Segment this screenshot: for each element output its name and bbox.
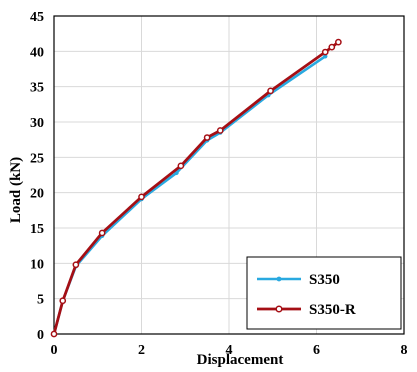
y-tick-label: 0 <box>37 328 44 343</box>
legend-marker <box>275 305 283 313</box>
data-point <box>59 297 67 305</box>
data-point <box>328 43 336 51</box>
data-point <box>98 229 106 237</box>
data-point <box>177 162 185 170</box>
y-axis-title: Load (kN) <box>8 157 24 223</box>
plot-area-border <box>53 15 405 335</box>
data-point <box>72 261 80 269</box>
series-group <box>50 38 342 338</box>
legend-label: S350 <box>309 272 340 288</box>
y-tick-label: 35 <box>30 81 44 96</box>
y-tick-label: 30 <box>30 116 44 131</box>
y-tick-label: 40 <box>30 45 44 60</box>
x-tick-label: 2 <box>138 343 145 358</box>
x-tick-label: 0 <box>51 343 58 358</box>
data-point <box>321 48 329 56</box>
data-point <box>203 134 211 141</box>
y-tick-label: 45 <box>30 10 44 25</box>
legend-item-2: S350-R <box>257 302 356 318</box>
data-point <box>335 38 342 46</box>
x-tick-label: 8 <box>401 343 408 358</box>
data-point <box>138 193 145 201</box>
x-axis-title: Displacement <box>197 352 284 368</box>
y-tick-label: 15 <box>30 222 44 237</box>
y-tick-label: 10 <box>30 257 44 272</box>
y-tick-label: 5 <box>37 293 44 308</box>
data-point <box>267 87 274 95</box>
y-tick-label: 20 <box>30 187 44 202</box>
series-2 <box>50 38 342 338</box>
x-axis-ticks: 0 2 4 6 8 <box>51 343 408 358</box>
legend-marker <box>276 276 282 282</box>
y-axis-ticks: 0 5 10 15 20 25 30 35 40 45 <box>30 10 44 343</box>
x-tick-label: 4 <box>226 343 233 358</box>
data-point <box>216 127 224 134</box>
data-point <box>50 330 58 338</box>
legend-label: S350-R <box>309 302 356 318</box>
x-tick-label: 6 <box>313 343 320 358</box>
y-tick-label: 25 <box>30 151 44 166</box>
legend-item-1: S350 <box>257 272 340 288</box>
legend: S350 S350-R <box>246 256 402 330</box>
legend-box <box>246 256 402 330</box>
